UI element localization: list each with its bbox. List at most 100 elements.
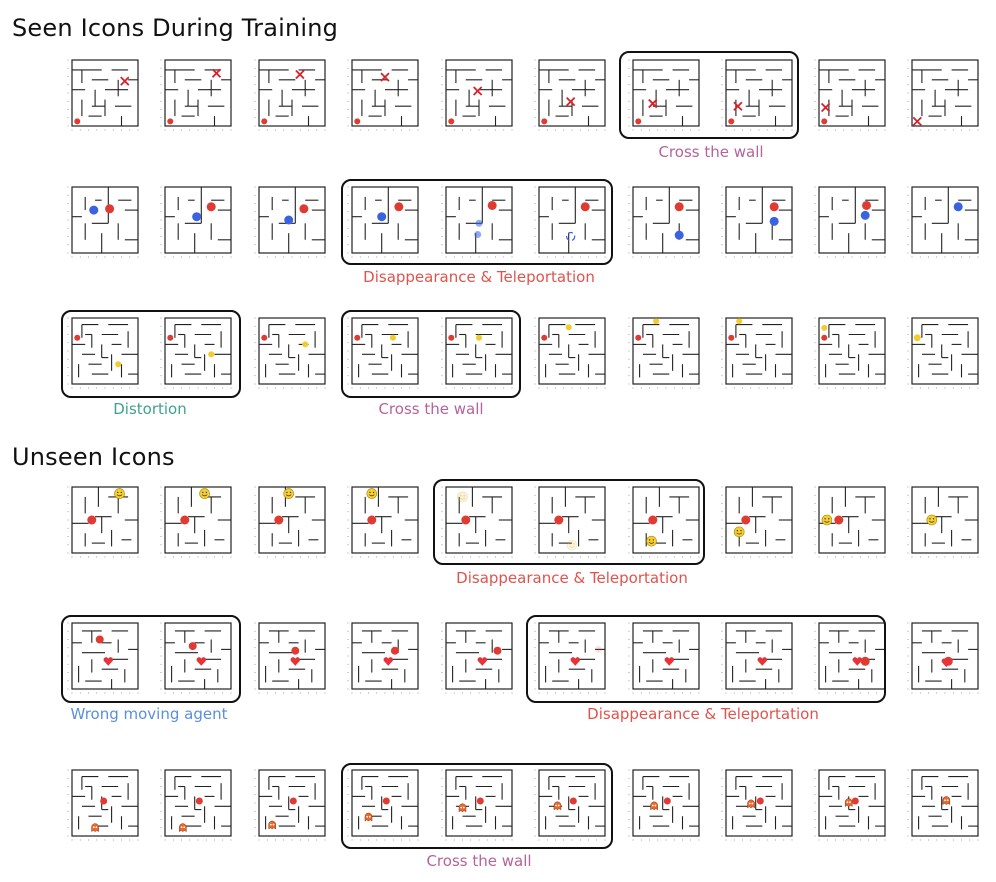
maze-r1-10: [907, 59, 979, 131]
maze-r6-4: [347, 769, 419, 841]
maze-r5-7: [628, 622, 700, 694]
maze-r3-9: [814, 317, 886, 389]
agent-dot-icon: [648, 515, 658, 525]
agent-dot-icon: [851, 797, 859, 805]
agent-dot-icon: [821, 118, 828, 125]
smiley-icon: [566, 539, 578, 551]
smiley-icon: [457, 491, 468, 503]
agent-dot-icon: [390, 646, 399, 655]
heart-icon: [664, 657, 675, 666]
agent-dot-icon: [821, 334, 828, 341]
seen-section-title: Seen Icons During Training: [12, 14, 339, 42]
label-wrong-agent-r5: Wrong moving agent: [70, 705, 228, 723]
maze-r5-4: [347, 622, 419, 694]
maze-r2-8: [721, 186, 793, 258]
heart-icon: [852, 657, 863, 666]
agent-dot-icon: [89, 205, 99, 215]
group-box-disappear-r2: [341, 179, 613, 265]
agent-dot-icon: [487, 200, 497, 210]
agent-dot-icon: [569, 797, 577, 805]
agent-dot-icon: [913, 334, 921, 342]
maze-r4-10: [907, 486, 979, 558]
maze-r2-3: [254, 186, 326, 258]
agent-dot-icon: [475, 219, 483, 227]
agent-dot-icon: [115, 361, 122, 368]
agent-dot-icon: [674, 230, 684, 240]
smiley-icon: [733, 526, 745, 538]
agent-dot-icon: [74, 118, 81, 125]
agent-dot-icon: [105, 204, 115, 214]
pacman-ghost-icon: [553, 801, 562, 811]
maze-r3-10: [907, 317, 979, 389]
agent-dot-icon: [284, 215, 294, 225]
label-cross-wall-r6: Cross the wall: [426, 852, 532, 870]
agent-dot-icon: [74, 334, 81, 341]
smiley-icon: [926, 514, 938, 526]
maze-r5-1: [67, 622, 139, 694]
maze-r4-7: [628, 486, 700, 558]
smiley-icon: [114, 488, 125, 499]
agent-dot-icon: [594, 645, 602, 653]
agent-dot-icon: [367, 515, 377, 525]
heart-icon: [103, 657, 114, 666]
maze-r2-9: [814, 186, 886, 258]
maze-r3-8: [721, 317, 793, 389]
group-box-disappear-r5: [526, 615, 886, 703]
agent-dot-icon: [461, 515, 471, 525]
group-box-cross-wall-r6: [341, 763, 613, 849]
heart-icon: [196, 657, 207, 666]
maze-r6-9: [814, 769, 886, 841]
maze-r6-8: [721, 769, 793, 841]
maze-r4-2: [160, 486, 232, 558]
maze-r1-8: [721, 59, 793, 131]
pacman-ghost-icon: [747, 799, 755, 809]
agent-dot-icon: [87, 515, 97, 525]
agent-dot-icon: [554, 515, 564, 525]
maze-r4-6: [534, 486, 606, 558]
agent-dot-icon: [728, 334, 735, 341]
agent-dot-icon: [741, 515, 751, 525]
label-disappear-r5: Disappearance & Teleportation: [587, 705, 819, 723]
agent-dot-icon: [862, 200, 872, 210]
label-cross-wall-r3: Cross the wall: [378, 400, 484, 418]
agent-dot-icon: [653, 318, 660, 325]
maze-r1-2: [160, 59, 232, 131]
maze-r3-4: [347, 317, 419, 389]
agent-dot-icon: [674, 202, 684, 212]
agent-dot-icon: [354, 334, 361, 341]
maze-r1-4: [347, 59, 419, 131]
unseen-section-title: Unseen Icons: [12, 443, 175, 471]
cross-icon: [566, 96, 576, 107]
smiley-icon: [283, 488, 295, 499]
agent-dot-icon: [474, 231, 482, 239]
maze-r6-7: [628, 769, 700, 841]
maze-r5-6: [534, 622, 606, 694]
agent-dot-icon: [821, 324, 828, 331]
agent-dot-icon: [389, 334, 396, 341]
maze-r5-8: [721, 622, 793, 694]
maze-r3-3: [254, 317, 326, 389]
pacman-ghost-icon: [844, 798, 853, 807]
maze-r6-3: [254, 769, 326, 841]
agent-dot-icon: [860, 210, 870, 220]
agent-dot-icon: [274, 515, 284, 525]
agent-dot-icon: [195, 797, 203, 805]
maze-r3-1: [67, 317, 139, 389]
maze-r2-2: [160, 186, 232, 258]
maze-r5-5: [441, 622, 513, 694]
maze-r3-6: [534, 317, 606, 389]
cross-icon: [912, 116, 922, 127]
group-box-disappear-r4: [433, 479, 705, 565]
smiley-icon: [199, 488, 210, 499]
agent-dot-icon: [206, 202, 216, 212]
smiley-icon: [646, 535, 657, 547]
maze-r3-5: [441, 317, 513, 389]
group-box-cross-wall-r3: [341, 310, 521, 398]
maze-r2-4: [347, 186, 419, 258]
pacman-ghost-icon: [458, 803, 467, 813]
agent-dot-icon: [953, 202, 963, 212]
agent-dot-icon: [192, 212, 202, 222]
maze-r5-3: [254, 622, 326, 694]
agent-dot-icon: [167, 118, 174, 125]
maze-r6-6: [534, 769, 606, 841]
